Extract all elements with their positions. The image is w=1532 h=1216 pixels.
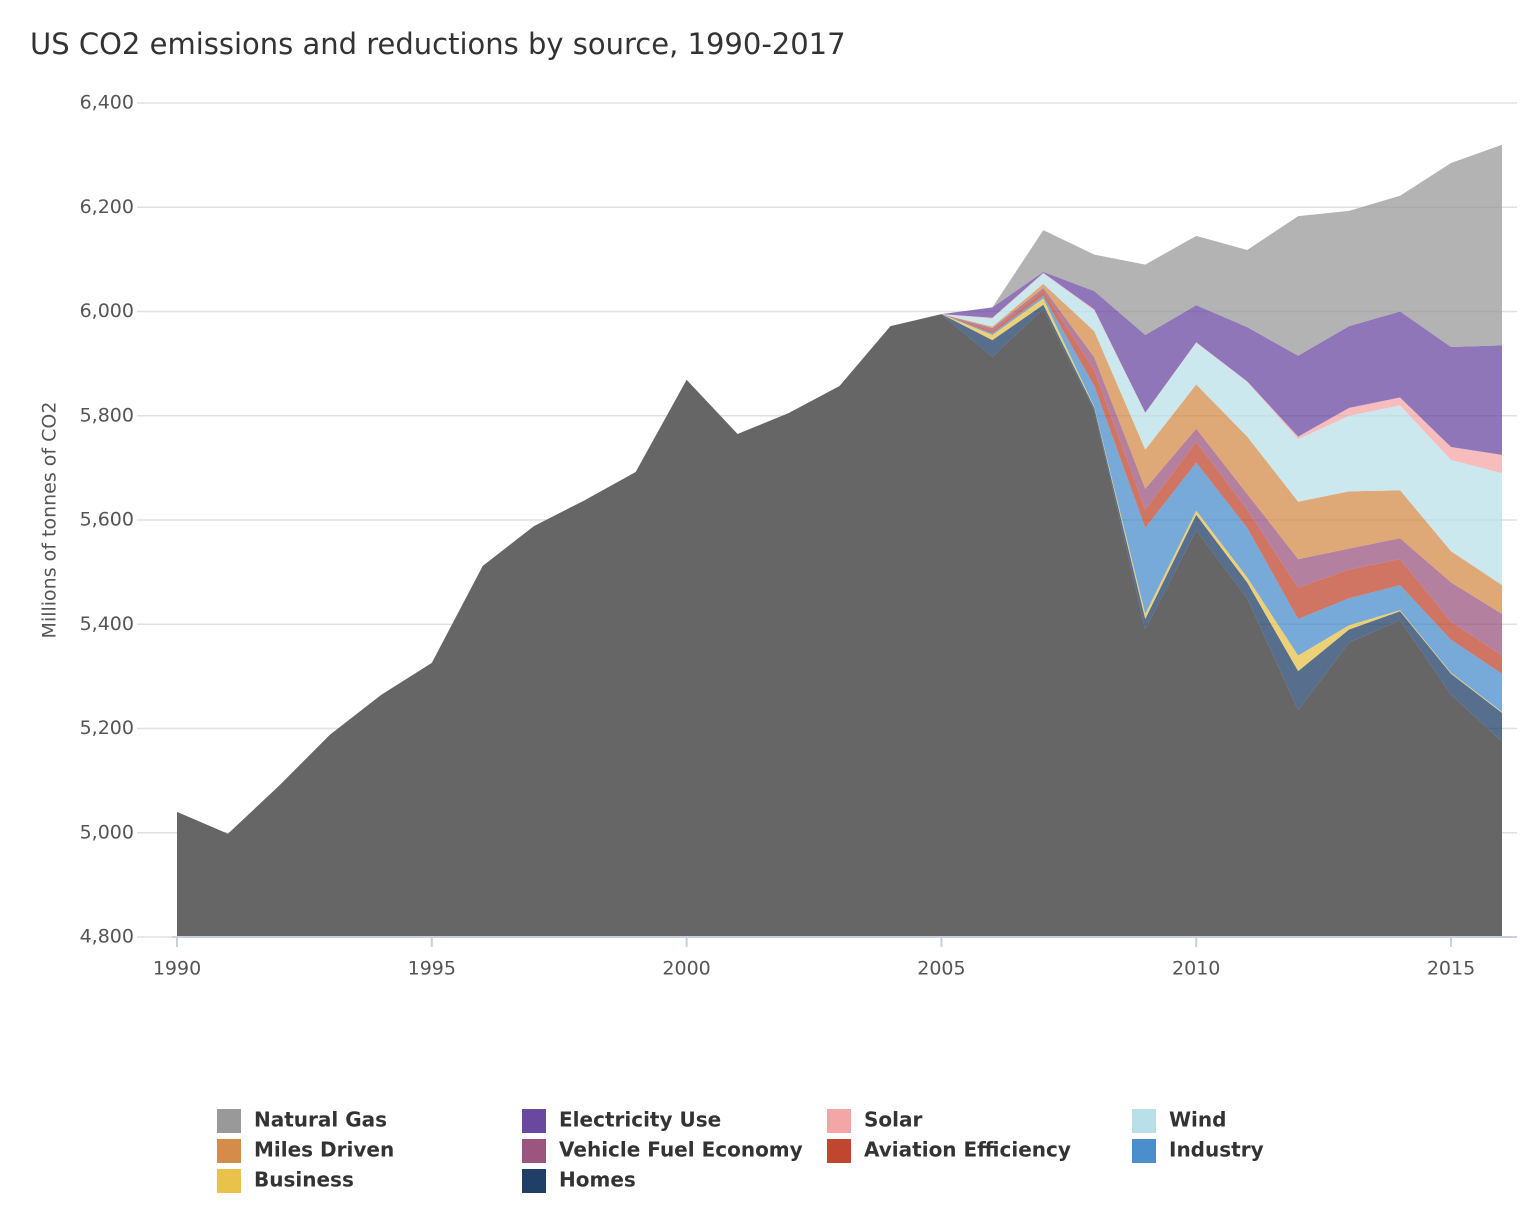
x-tick-label: 2010: [1172, 958, 1220, 980]
legend-swatch: [1132, 1139, 1156, 1163]
legend-label: Vehicle Fuel Economy: [559, 1138, 803, 1162]
area: [941, 273, 1502, 586]
legend-swatch: [827, 1109, 851, 1133]
area: [941, 272, 1502, 474]
y-tick-label: 5,600: [80, 509, 134, 531]
area: [941, 304, 1502, 742]
area: [941, 290, 1502, 674]
x-tick-label: 2005: [917, 958, 965, 980]
legend-label: Homes: [559, 1168, 636, 1192]
x-tick-label: 1995: [408, 958, 456, 980]
y-tick-label: 5,800: [80, 404, 134, 426]
y-tick-label: 5,400: [80, 613, 134, 635]
y-tick-label: 6,200: [80, 196, 134, 218]
x-tick-label: 1990: [153, 958, 201, 980]
area: [177, 308, 1502, 937]
x-tick-label: 2015: [1427, 958, 1475, 980]
legend-label: Business: [254, 1168, 354, 1192]
legend-swatch: [522, 1139, 546, 1163]
y-tick-label: 6,000: [80, 300, 134, 322]
legend-label: Wind: [1169, 1108, 1226, 1132]
area: [941, 271, 1502, 455]
legend-swatch: [217, 1139, 241, 1163]
legend-label: Miles Driven: [254, 1138, 394, 1162]
y-tick-label: 5,000: [80, 821, 134, 843]
legend-label: Industry: [1169, 1138, 1264, 1162]
y-tick-label: 6,400: [80, 92, 134, 114]
legend-swatch: [1132, 1109, 1156, 1133]
x-tick-label: 2000: [662, 958, 710, 980]
area: [941, 288, 1502, 656]
area: [941, 144, 1502, 356]
legend-label: Aviation Efficiency: [864, 1138, 1071, 1162]
legend-label: Electricity Use: [559, 1108, 721, 1132]
legend-swatch: [827, 1139, 851, 1163]
y-tick-label: 4,800: [80, 926, 134, 948]
legend-swatch: [522, 1169, 546, 1193]
area: [941, 283, 1502, 614]
chart-title: US CO2 emissions and reductions by sourc…: [30, 27, 846, 61]
legend-swatch: [217, 1109, 241, 1133]
area: [941, 295, 1502, 712]
legend-label: Natural Gas: [254, 1108, 387, 1132]
y-tick-label: 5,200: [80, 717, 134, 739]
legend-swatch: [217, 1169, 241, 1193]
legend-label: Solar: [864, 1108, 922, 1132]
legend-swatch: [522, 1109, 546, 1133]
y-axis-label: Millions of tonnes of CO2: [39, 402, 61, 639]
